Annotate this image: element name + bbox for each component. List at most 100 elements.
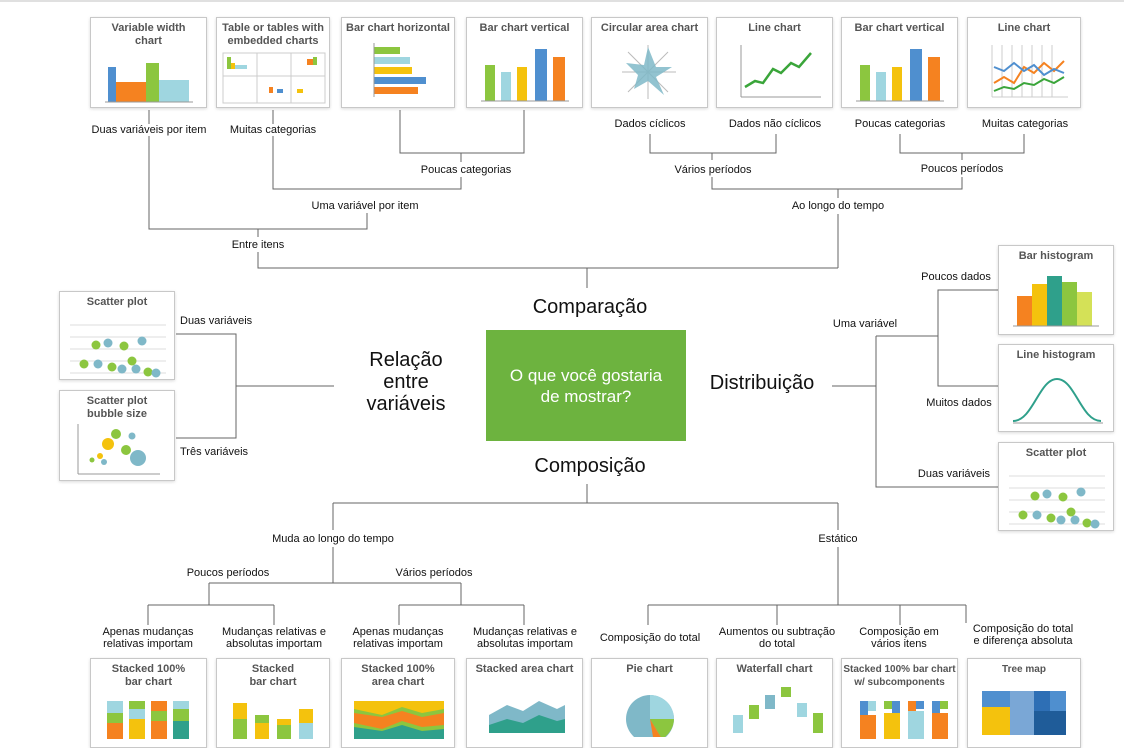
card-title: Tree map [1002, 664, 1046, 675]
card-title: Stacked 100% area chart [361, 663, 435, 688]
bar-chart-vertical-icon [856, 49, 944, 102]
tree-map-icon [982, 691, 1066, 735]
card-bar-chart-vertical: Bar chart vertical [466, 17, 583, 108]
card-title: Pie chart [626, 663, 673, 675]
label-between-items: Entre itens [224, 239, 292, 251]
card-title: Bar chart horizontal [346, 22, 450, 34]
label-one-variable-per-item: Uma variável por item [300, 200, 430, 212]
center-question-box: O que você gostaria de mostrar? [486, 330, 686, 441]
stacked-bar-icon [233, 703, 313, 739]
card-title: Bar histogram [1018, 250, 1094, 262]
scatter-plot-icon [70, 324, 166, 378]
card-line-histogram: Line histogram [998, 344, 1114, 432]
card-waterfall-chart: Waterfall chart [716, 658, 833, 748]
label-few-periods-composition: Poucos períodos [180, 567, 276, 579]
card-bar-histogram: Bar histogram [998, 245, 1114, 335]
label-cyclic-data: Dados cíclicos [598, 118, 702, 130]
card-bar-chart-vertical-2: Bar chart vertical [841, 17, 958, 108]
card-title: Variable width chart [111, 22, 186, 47]
card-title: Bar chart vertical [854, 22, 945, 34]
label-two-variables: Duas variáveis [180, 315, 258, 327]
bar-histogram-icon [1013, 276, 1099, 327]
label-many-periods: Vários períodos [664, 164, 762, 176]
label-total-composition: Composição do total [592, 632, 708, 644]
card-scatter-plot-bubble-size: Scatter plot bubble size [59, 390, 175, 481]
card-title: Waterfall chart [736, 663, 813, 675]
card-stacked-100-bar-subcomponents: Stacked 100% bar chart w/ subcomponents [841, 658, 958, 748]
card-title: Bar chart vertical [479, 22, 570, 34]
label-increase-subtraction: Aumentos ou subtração do total [712, 626, 842, 650]
card-stacked-100-bar-chart: Stacked 100% bar chart [90, 658, 207, 748]
card-line-chart: Line chart [716, 17, 833, 108]
card-title: Scatter plot [1025, 447, 1087, 459]
card-variable-width-chart: Variable width chart [90, 17, 207, 108]
label-composition-many-items: Composição em vários itens [846, 626, 952, 650]
stacked-100-bar-icon [107, 701, 189, 739]
label-relative-absolute-changes: Mudanças relativas e absolutas importam [214, 626, 334, 650]
waterfall-chart-icon [733, 687, 823, 733]
card-stacked-bar-chart: Stacked bar chart [216, 658, 330, 748]
heading-comparison: Comparação [532, 296, 648, 318]
top-border [0, 0, 1124, 2]
label-non-cyclic-data: Dados não cíclicos [716, 118, 834, 130]
stacked-100-area-icon [354, 701, 444, 739]
label-over-time: Ao longo do tempo [782, 200, 894, 212]
card-title: Scatter plot bubble size [86, 395, 148, 420]
label-two-variables-per-item: Duas variáveis por item [84, 124, 214, 136]
label-changes-over-time: Muda ao longo do tempo [262, 533, 404, 545]
label-only-relative-changes-2: Apenas mudanças relativas importam [340, 626, 456, 650]
card-title: Stacked 100% bar chart w/ subcomponents [843, 664, 956, 688]
card-title: Line chart [997, 22, 1051, 34]
stacked-100-bar-subcomponents-icon [860, 701, 948, 739]
table-embedded-charts-icon [222, 52, 326, 104]
circular-area-chart-icon [622, 45, 676, 99]
heading-distribution: Distribuição [709, 372, 815, 394]
card-scatter-plot: Scatter plot [59, 291, 175, 380]
card-circular-area-chart: Circular area chart [591, 17, 708, 108]
card-scatter-plot-distribution: Scatter plot [998, 442, 1114, 531]
label-few-categories: Poucas categorias [844, 118, 956, 130]
label-many-periods-composition: Vários períodos [388, 567, 480, 579]
pie-chart-icon [626, 695, 674, 737]
card-title: Line histogram [1016, 349, 1096, 361]
label-one-variable: Uma variável [828, 318, 902, 330]
label-few-periods: Poucos períodos [912, 163, 1012, 175]
card-title: Line chart [748, 22, 801, 34]
heading-relationship: Relação entre variáveis [366, 349, 446, 415]
label-many-categories-2: Muitas categorias [970, 118, 1080, 130]
multi-line-chart-icon [991, 45, 1068, 98]
label-many-categories: Muitas categorias [218, 124, 328, 136]
scatter-plot-icon [1009, 475, 1105, 529]
bubble-chart-icon [77, 424, 160, 475]
card-tree-map: Tree map [967, 658, 1081, 748]
line-chart-icon [740, 45, 821, 98]
card-pie-chart: Pie chart [591, 658, 708, 748]
bar-chart-vertical-icon [481, 49, 569, 102]
label-static: Estático [810, 533, 866, 545]
label-two-variables-distribution: Duas variáveis [912, 468, 996, 480]
label-many-data: Muitos dados [922, 397, 996, 409]
card-bar-chart-horizontal: Bar chart horizontal [341, 17, 455, 108]
card-title: Scatter plot [86, 296, 148, 308]
label-three-variables: Três variáveis [180, 446, 258, 458]
card-title: Stacked area chart [475, 663, 574, 675]
card-line-chart-2: Line chart [967, 17, 1081, 108]
bar-chart-horizontal-icon [373, 43, 426, 97]
label-few-categories-mid: Poucas categorias [406, 164, 526, 176]
stacked-area-icon [489, 701, 565, 733]
heading-composition: Composição [534, 455, 646, 477]
card-title: Stacked bar chart [249, 663, 297, 688]
card-stacked-area-chart: Stacked area chart [466, 658, 583, 748]
label-few-data: Poucos dados [916, 271, 996, 283]
card-title: Circular area chart [600, 22, 699, 34]
card-title: Stacked 100% bar chart [111, 663, 186, 688]
connector-lines [147, 110, 1025, 625]
line-histogram-icon [1012, 377, 1103, 424]
variable-width-chart-icon [105, 63, 193, 103]
card-title: Table or tables with embedded charts [222, 22, 324, 47]
label-relative-absolute-changes-2: Mudanças relativas e absolutas importam [464, 626, 586, 650]
label-only-relative-changes: Apenas mudanças relativas importam [88, 626, 208, 650]
label-composition-absolute-difference: Composição do total e diferença absoluta [958, 623, 1088, 647]
card-table-embedded-charts: Table or tables with embedded charts [216, 17, 330, 108]
card-stacked-100-area-chart: Stacked 100% area chart [341, 658, 455, 748]
